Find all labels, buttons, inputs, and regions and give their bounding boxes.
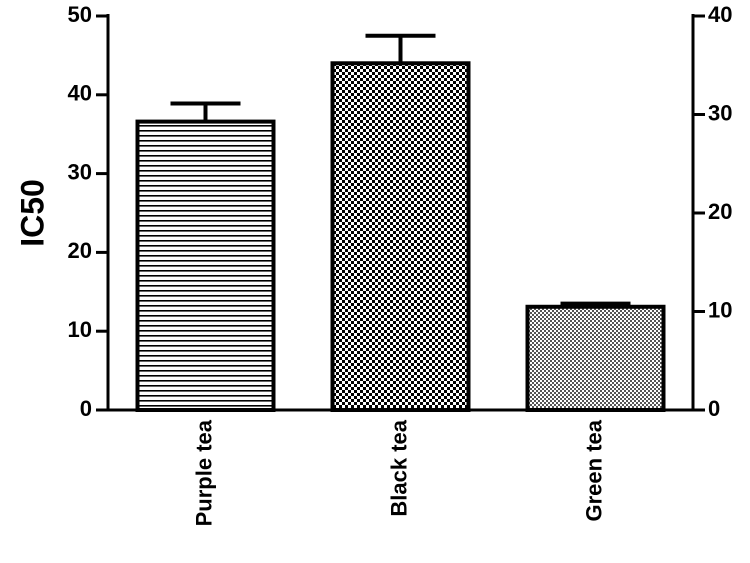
y-axis-label: IC50 — [14, 179, 50, 247]
y-tick-label: 30 — [68, 159, 92, 184]
bar — [525, 304, 666, 412]
x-tick-label: Purple tea — [191, 419, 216, 526]
x-tick-label: Black tea — [386, 419, 411, 516]
y2-tick-label: 10 — [708, 297, 732, 322]
y-tick-label: 40 — [68, 81, 92, 106]
y2-tick-label: 30 — [708, 100, 732, 125]
y-tick-label: 10 — [68, 317, 92, 342]
y2-tick-label: 0 — [708, 396, 720, 421]
x-tick-label: Green tea — [581, 419, 606, 521]
error-bar — [365, 33, 436, 64]
bar — [330, 61, 471, 412]
y-tick-label: 20 — [68, 238, 92, 263]
y-tick-label: 0 — [80, 396, 92, 421]
y2-tick-label: 20 — [708, 199, 732, 224]
y2-tick-label: 40 — [708, 2, 732, 27]
error-bar — [170, 101, 241, 122]
bar — [135, 119, 276, 412]
y-tick-label: 50 — [68, 2, 92, 27]
